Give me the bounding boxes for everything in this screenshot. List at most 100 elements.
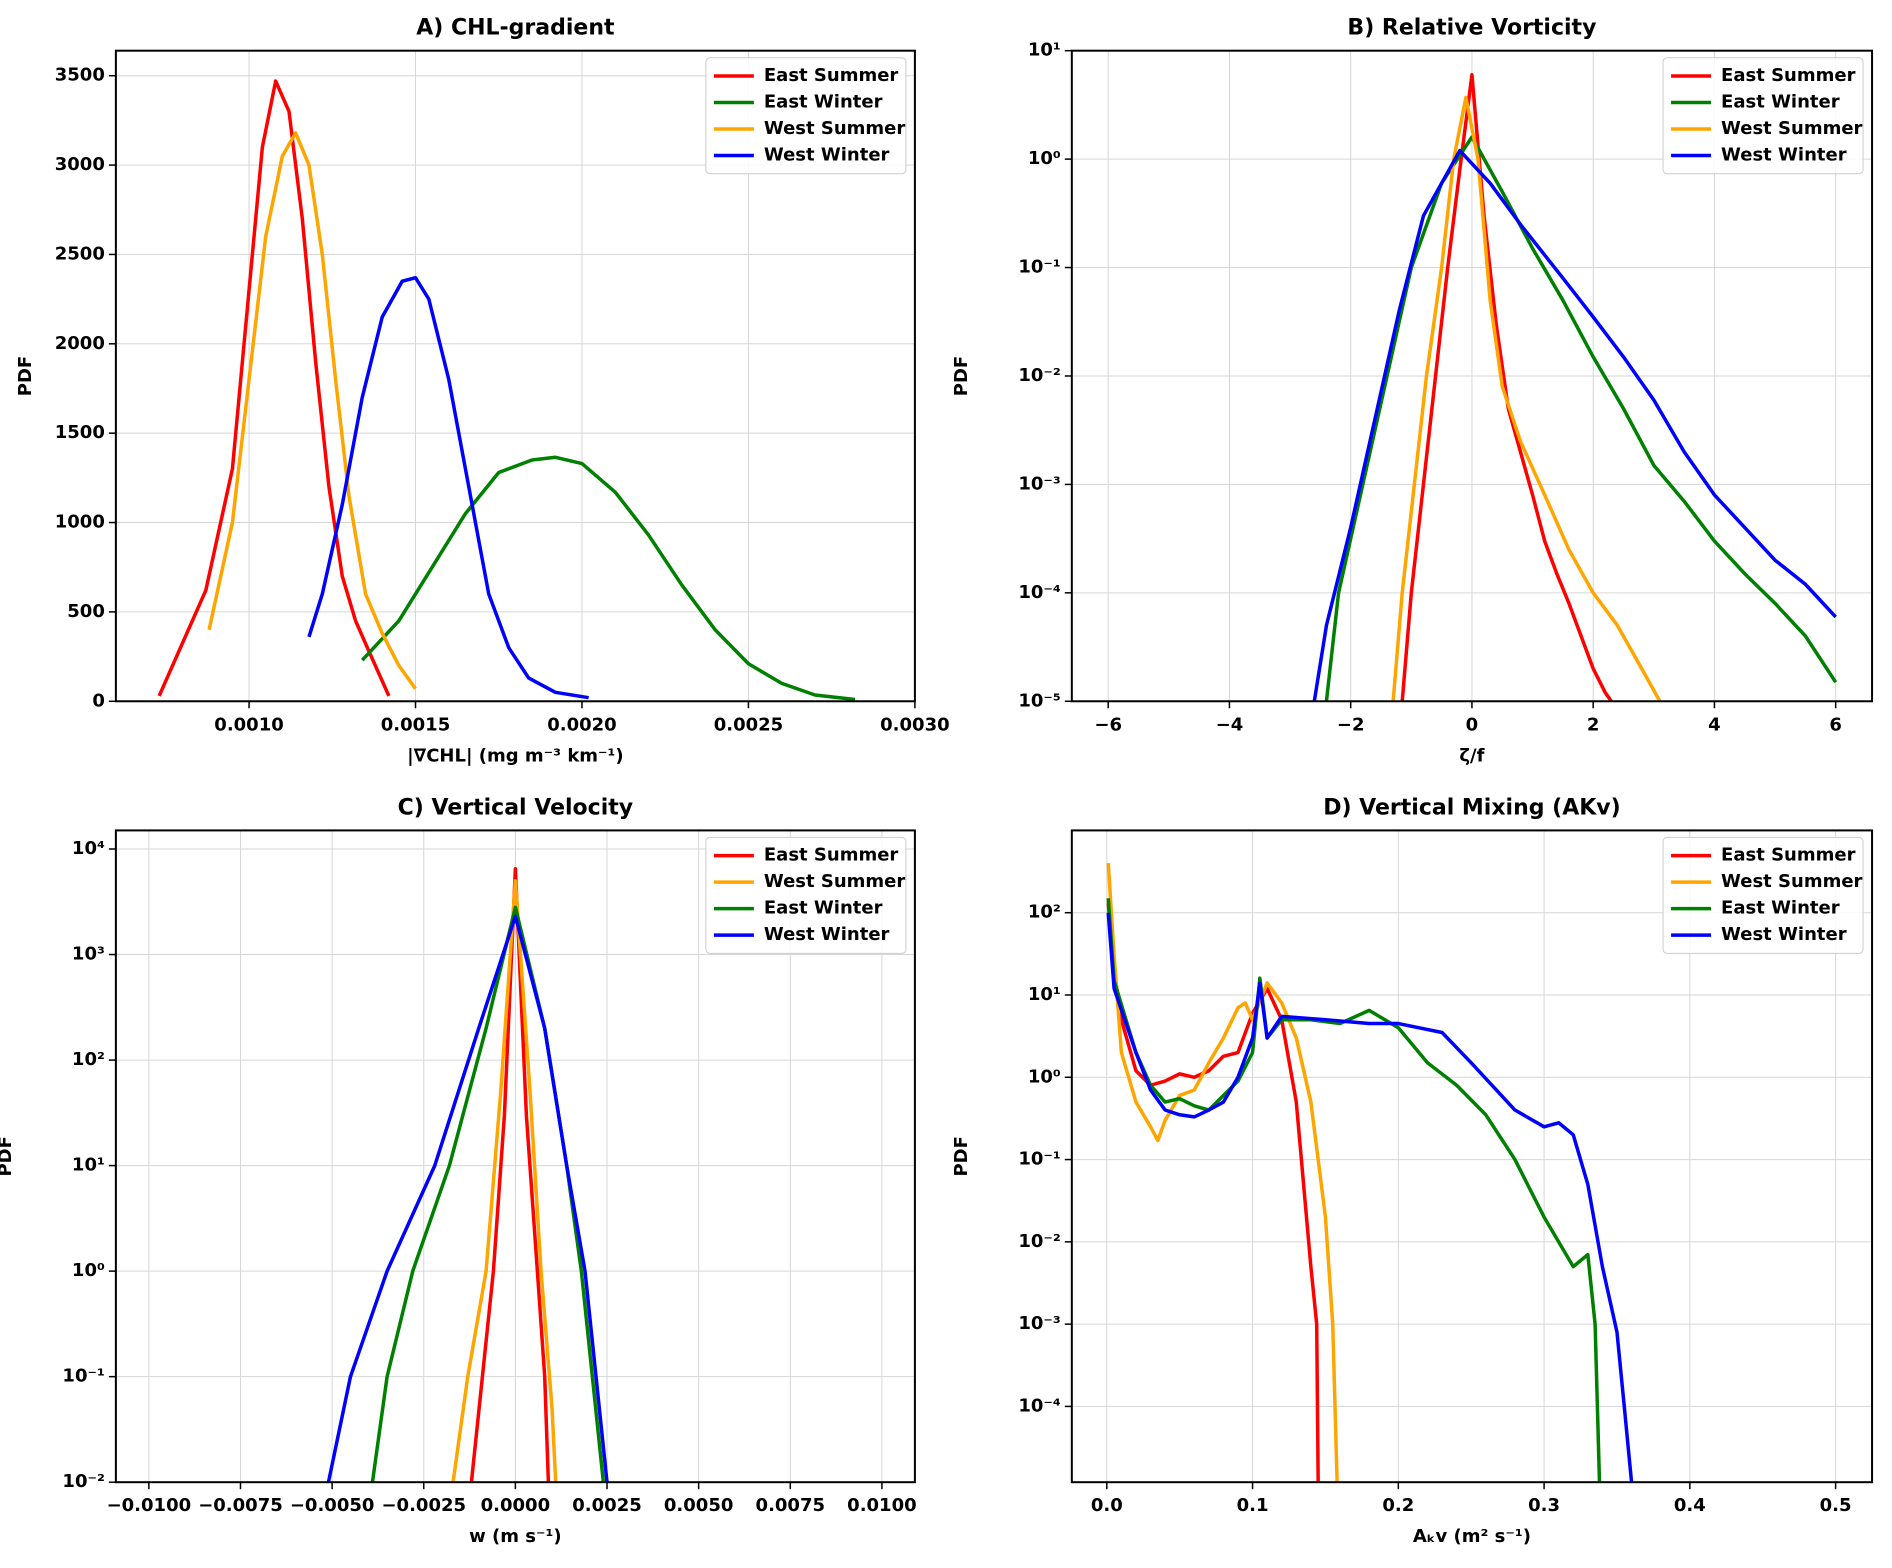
x-tick-label: 0.0100 — [847, 1495, 916, 1516]
legend: East Summer East Winter West Summer West Wi… — [1662, 57, 1864, 175]
x-tick-label: 0.0075 — [756, 1495, 825, 1516]
x-tick-label: 2 — [1587, 714, 1600, 735]
series-line — [307, 275, 589, 700]
x-tick-label: 0.0010 — [214, 714, 283, 735]
legend: East Summer East Winter West Summer West Wi… — [705, 57, 907, 175]
series-line — [1400, 73, 1613, 702]
legend-label: West Summer — [1721, 118, 1863, 139]
series-line — [1324, 135, 1838, 702]
x-tick-label: −0.0100 — [107, 1495, 192, 1516]
chart-title: D) Vertical Mixing (AKv) — [1323, 795, 1620, 820]
plot-lines — [157, 79, 856, 702]
y-tick-label: 10⁻¹ — [1018, 1149, 1060, 1170]
legend-label: East Winter — [1721, 898, 1840, 919]
y-tick-label: 10³ — [72, 944, 105, 965]
y-tick-label: 0 — [92, 690, 105, 711]
x-axis-label: ζ/f — [1459, 745, 1484, 766]
x-tick-label: 0.1 — [1237, 1495, 1269, 1516]
y-tick-label: 10⁻² — [1018, 1231, 1060, 1252]
y-tick-label: 500 — [67, 601, 105, 622]
legend-label: West Winter — [1721, 924, 1847, 945]
legend-label: West Winter — [1721, 144, 1847, 165]
y-tick-label: 2000 — [55, 333, 105, 354]
series-line — [451, 879, 558, 1483]
legend-label: West Summer — [764, 871, 906, 892]
x-tick-label: −0.0050 — [290, 1495, 375, 1516]
x-tick-label: −0.0075 — [198, 1495, 283, 1516]
x-axis-label: Aₖv (m² s⁻¹) — [1413, 1526, 1531, 1547]
x-tick-label: 0.2 — [1382, 1495, 1414, 1516]
y-tick-label: 10⁻³ — [1018, 473, 1060, 494]
chart-title: A) CHL-gradient — [416, 16, 615, 41]
x-tick-label: 0.4 — [1674, 1495, 1706, 1516]
y-tick-label: 2500 — [55, 243, 105, 264]
series-line — [326, 914, 609, 1483]
plot-frame — [114, 829, 916, 1484]
x-tick-label: 0.3 — [1528, 1495, 1560, 1516]
series-line — [1106, 912, 1634, 1483]
x-axis-label: |∇CHL| (mg m⁻³ km⁻¹) — [407, 745, 624, 766]
y-tick-label: 10⁻² — [1018, 365, 1060, 386]
x-tick-label: 6 — [1829, 714, 1842, 735]
y-tick-label: 10⁰ — [72, 1260, 105, 1281]
y-tick-label: 3500 — [55, 65, 105, 86]
chart-title: C) Vertical Velocity — [398, 795, 633, 820]
y-tick-label: 10⁰ — [1028, 148, 1061, 169]
y-tick-label: 10¹ — [1028, 40, 1061, 61]
x-tick-label: 0.0015 — [381, 714, 450, 735]
y-tick-label: 10⁻¹ — [62, 1366, 104, 1387]
y-tick-label: 10⁴ — [72, 838, 105, 859]
plot-frame — [1070, 829, 1874, 1484]
legend-box — [1662, 57, 1864, 175]
y-tick-label: 10⁻⁵ — [1018, 690, 1060, 711]
legend-label: East Summer — [764, 845, 899, 866]
y-tick-label: 10⁻¹ — [1018, 257, 1060, 278]
series-line — [360, 455, 856, 702]
x-tick-label: 0.5 — [1820, 1495, 1852, 1516]
y-tick-label: 10¹ — [72, 1155, 105, 1176]
legend-label: East Winter — [1721, 91, 1840, 112]
legend-box — [705, 57, 907, 175]
legend-label: West Winter — [764, 144, 890, 165]
y-axis-label: PDF — [0, 1136, 16, 1176]
series-line — [1106, 903, 1320, 1483]
plot-frame — [1070, 49, 1874, 703]
y-tick-label: 1000 — [55, 512, 105, 533]
chart-title: B) Relative Vorticity — [1347, 16, 1596, 41]
legend-box — [1662, 836, 1864, 954]
legend: East Summer West Summer East Winter West Wi… — [1662, 836, 1864, 954]
x-tick-label: 0 — [1466, 714, 1479, 735]
plot-lines — [1106, 863, 1634, 1483]
y-tick-label: 10⁻³ — [1018, 1313, 1060, 1334]
x-tick-label: 0.0050 — [664, 1495, 733, 1516]
series-line — [469, 866, 551, 1483]
series-line — [1106, 863, 1339, 1483]
plot-lines — [1312, 73, 1838, 702]
x-tick-label: −6 — [1094, 714, 1122, 735]
x-tick-label: −4 — [1216, 714, 1244, 735]
x-tick-label: 0.0020 — [547, 714, 616, 735]
y-tick-label: 10⁻² — [62, 1471, 104, 1492]
y-tick-label: 3000 — [55, 154, 105, 175]
plot-frame — [114, 49, 916, 703]
y-tick-label: 10² — [72, 1049, 105, 1070]
legend-label: East Winter — [764, 91, 883, 112]
y-tick-label: 10⁰ — [1028, 1066, 1061, 1087]
x-tick-label: 0.0000 — [481, 1495, 550, 1516]
y-tick-label: 10⁻⁴ — [1018, 582, 1061, 603]
y-axis-label: PDF — [951, 356, 972, 396]
y-tick-label: 10² — [1028, 902, 1061, 923]
legend: East Summer West Summer East Winter West Wi… — [705, 836, 907, 954]
x-tick-label: 0.0030 — [880, 714, 949, 735]
y-tick-label: 1500 — [55, 422, 105, 443]
x-tick-label: −0.0025 — [381, 1495, 466, 1516]
y-tick-label: 10¹ — [1028, 984, 1061, 1005]
y-axis-label: PDF — [15, 356, 36, 396]
series-line — [1106, 898, 1602, 1483]
x-tick-label: 0.0025 — [714, 714, 783, 735]
legend-label: East Summer — [764, 65, 899, 86]
legend-label: West Summer — [1721, 871, 1863, 892]
legend-label: East Winter — [764, 898, 883, 919]
x-tick-label: 0.0 — [1091, 1495, 1123, 1516]
